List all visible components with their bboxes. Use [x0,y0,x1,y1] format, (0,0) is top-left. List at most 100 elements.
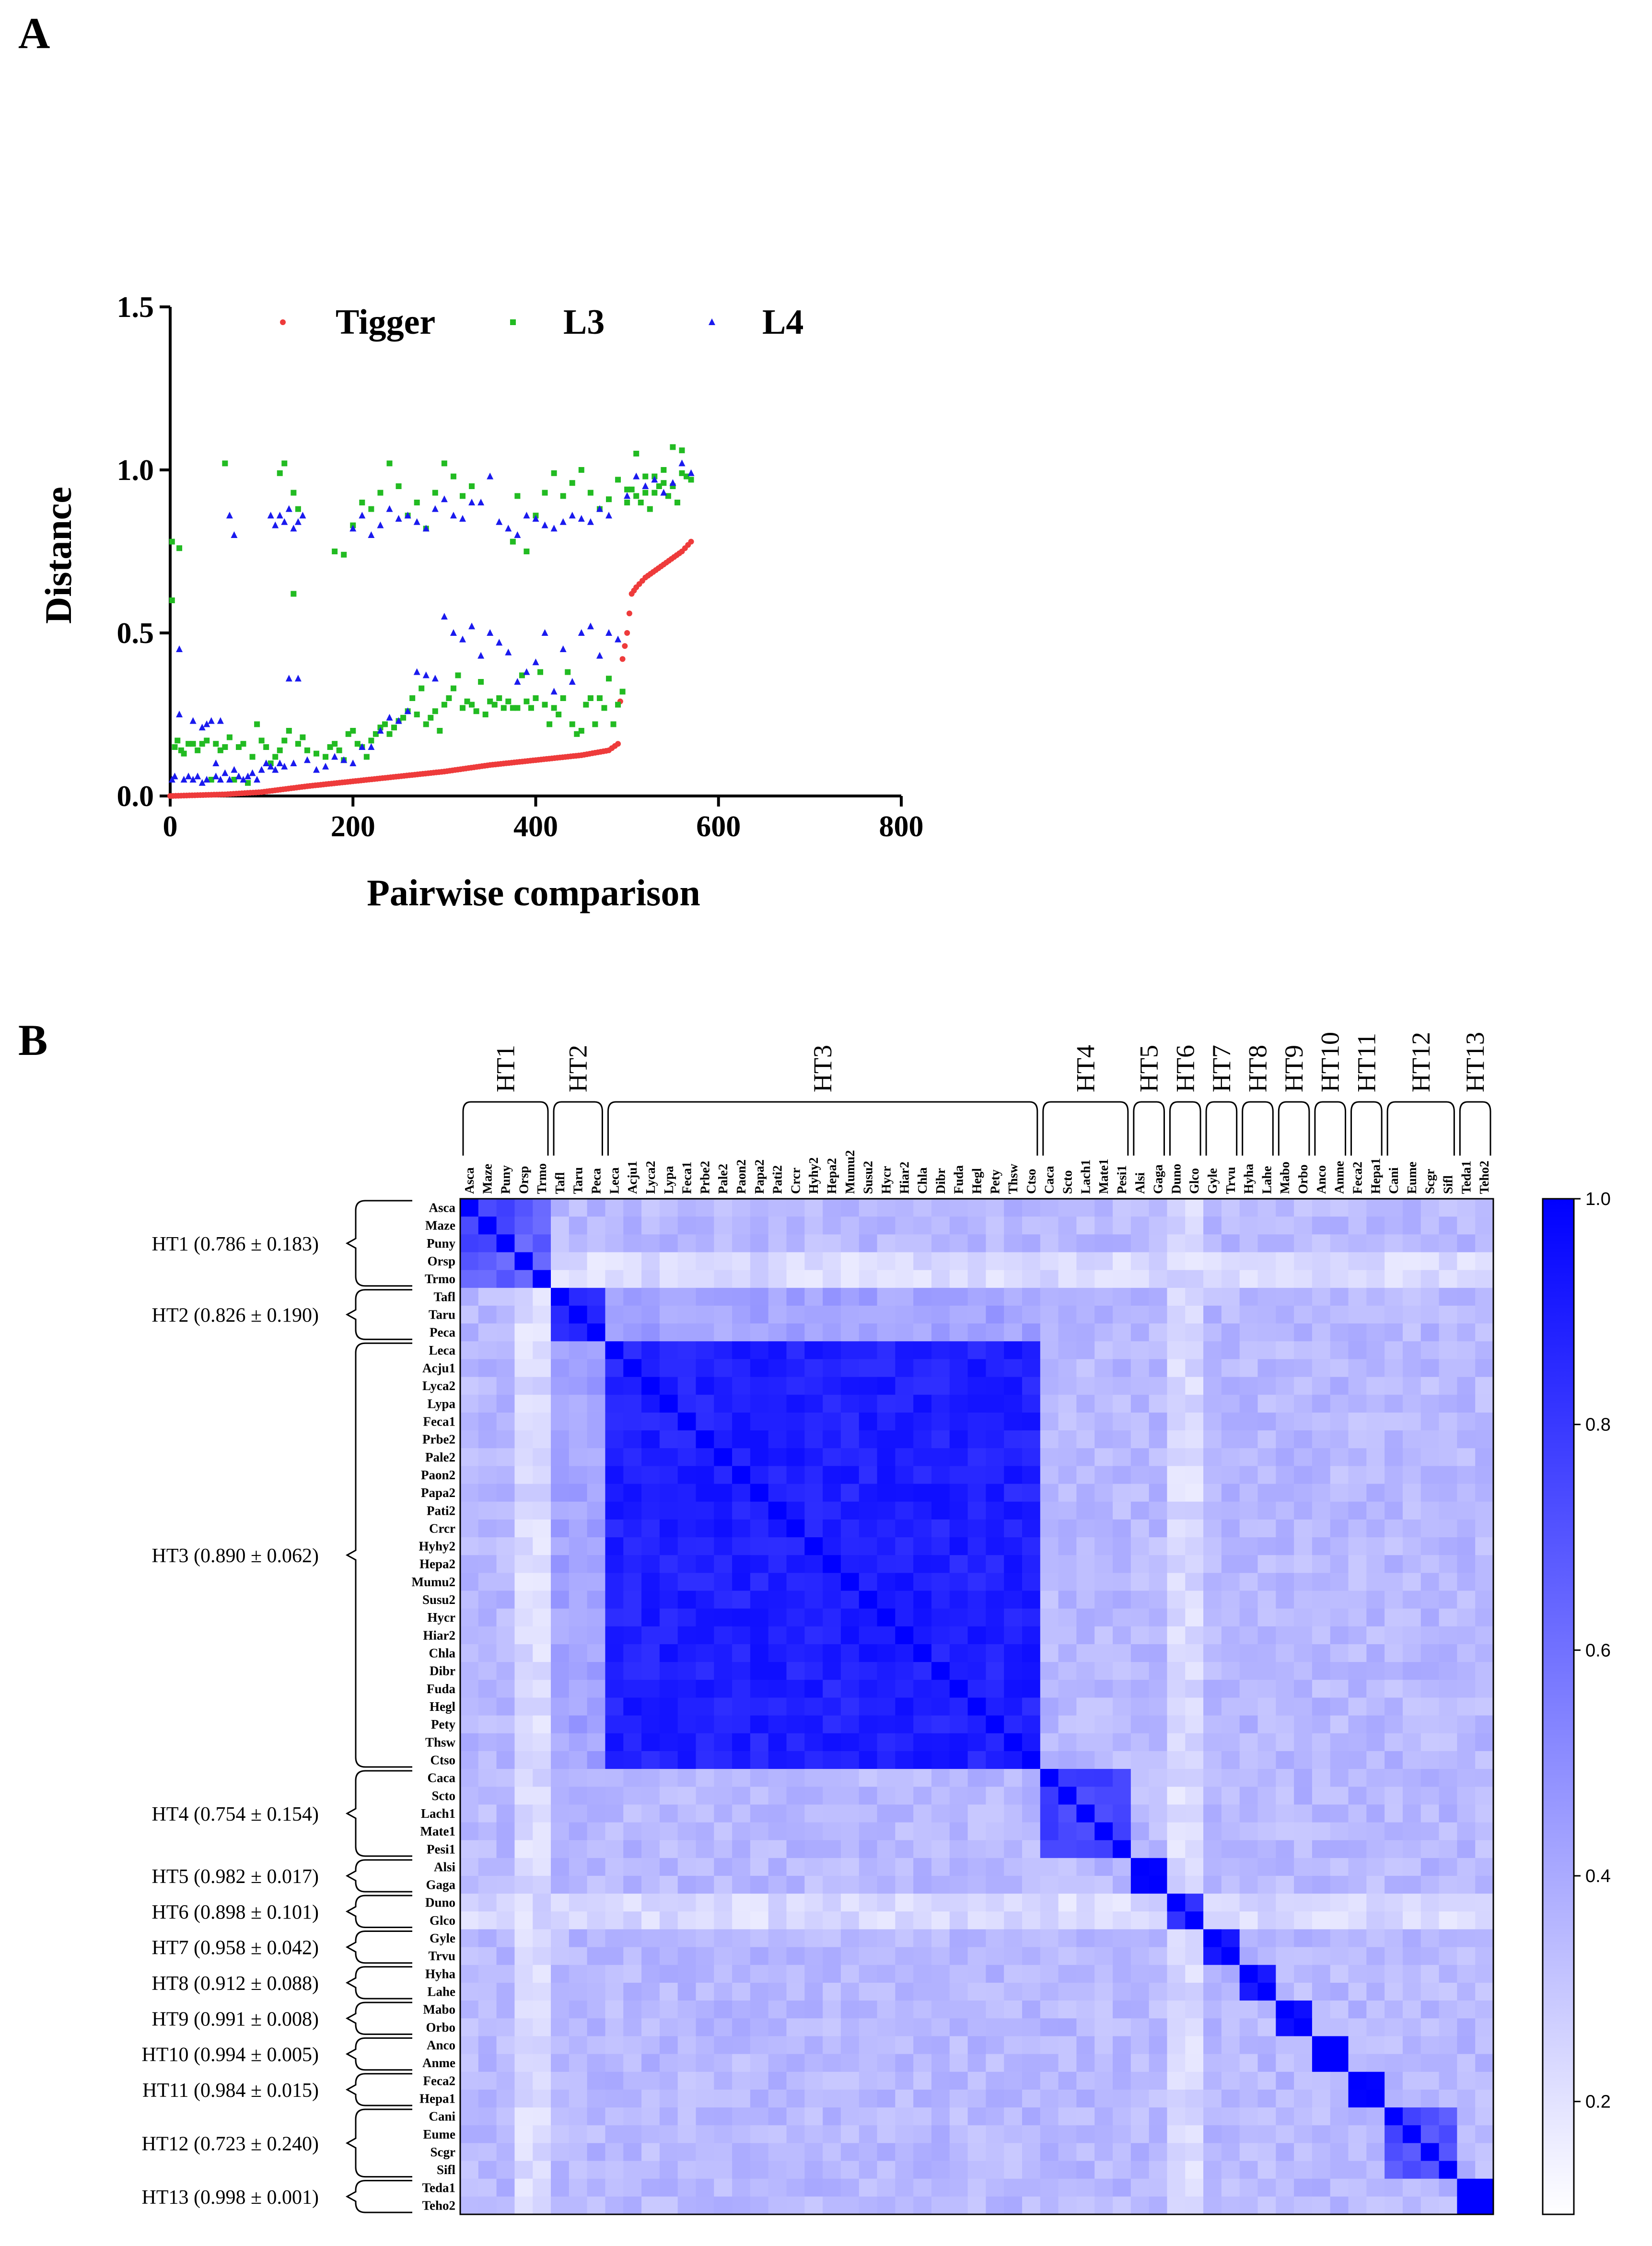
heatmap-cell-Hyha-Teda1 [1457,1965,1476,1983]
heatmap-cell-Anme-Hegl [967,2054,987,2072]
heatmap-cell-Sifl-Crcr [786,2161,805,2179]
heatmap-cell-Orsp-Orbo [1294,1252,1313,1271]
heatmap-cell-Teda1-Hyha [1239,2178,1258,2197]
heatmap-cell-Hegl-Glco [1185,1697,1204,1716]
row-label-Susu2: Susu2 [422,1592,455,1607]
heatmap-cell-Hepa1-Prbe2 [696,2089,714,2108]
heatmap-cell-Susu2-Glco [1185,1591,1204,1609]
heatmap-cell-Puny-Mumu2 [840,1234,860,1253]
heatmap-cell-Chla-Hegl [967,1644,987,1662]
heatmap-cell-Mate1-Anco [1312,1822,1331,1841]
heatmap-cell-Chla-Gaga [1149,1644,1168,1662]
heatmap-cell-Hegl-Scto [1058,1697,1077,1716]
heatmap-cell-Sifl-Puny [496,2161,515,2179]
heatmap-cell-Lahe-Feca1 [677,1982,697,2001]
l3-point-137 [510,538,516,545]
heatmap-cell-Pety-Maze [478,1715,497,1734]
heatmap-cell-Maze-Pati2 [768,1217,787,1235]
heatmap-cell-Orsp-Lahe [1257,1252,1276,1271]
heatmap-cell-Lypa-Anme [1330,1394,1349,1413]
heatmap-cell-Fuda-Pesi1 [1113,1680,1131,1698]
heatmap-cell-Gyle-Hepa1 [1366,1929,1385,1948]
heatmap-cell-Asca-Hiar2 [895,1199,914,1217]
heatmap-cell-Chla-Peca [587,1644,606,1662]
heatmap-cell-Trmo-Eume [1402,1270,1421,1288]
heatmap-cell-Puny-Chla [913,1234,932,1253]
heatmap-cell-Orsp-Pale2 [714,1252,733,1271]
heatmap-cell-Chla-Paon2 [732,1644,751,1662]
l4-point-12 [221,769,229,776]
top-bracket-ht11 [1350,1101,1383,1156]
heatmap-cell-Feca2-Lyca2 [641,2071,660,2090]
heatmap-cell-Orbo-Mumu2 [840,2018,860,2037]
heatmap-cell-Mabo-Lahe [1257,2000,1276,2019]
l3-point-128 [396,483,402,489]
heatmap-cell-Prbe2-Mabo [1276,1430,1294,1449]
heatmap-cell-Taru-Dibr [931,1305,950,1324]
heatmap-cell-Orsp-Prbe2 [696,1252,714,1271]
heatmap-cell-Hyhy2-Hiar2 [895,1537,914,1556]
heatmap-cell-Lach1-Chla [913,1804,932,1823]
heatmap-cell-Pesi1-Scto [1058,1840,1077,1859]
heatmap-cell-Anco-Asca [460,2036,479,2055]
heatmap-cell-Hiar2-Lyca2 [641,1626,660,1645]
heatmap-cell-Crcr-Hepa2 [823,1519,841,1538]
l3-point-91 [587,695,593,701]
heatmap-cell-Mate1-Hycr [877,1822,896,1841]
heatmap-cell-Pale2-Cani [1384,1448,1403,1466]
heatmap-cell-Paon2-Leca [605,1466,624,1485]
heatmap-cell-Cani-Feca1 [677,2107,697,2126]
col-label-Anco: Anco [1314,1165,1328,1194]
heatmap-cell-Hepa1-Anco [1312,2089,1331,2108]
heatmap-cell-Mabo-Pale2 [714,2000,733,2019]
heatmap-cell-Asca-Chla [913,1199,932,1217]
heatmap-cell-Gaga-Anme [1330,1876,1349,1894]
heatmap-cell-Paon2-Hepa2 [823,1466,841,1485]
row-label-Eume: Eume [423,2127,456,2141]
heatmap-cell-Feca1-Sifl [1439,1412,1457,1431]
heatmap-cell-Sifl-Gyle [1203,2161,1222,2179]
heatmap-cell-Cani-Maze [478,2107,497,2126]
heatmap-cell-Ctso-Teda1 [1457,1751,1476,1769]
heatmap-cell-Orbo-Hycr [877,2018,896,2037]
heatmap-cell-Teda1-Hepa2 [823,2178,841,2197]
heatmap-cell-Scto-Hegl [967,1787,987,1805]
heatmap-cell-Scto-Lahe [1257,1787,1276,1805]
heatmap-cell-Teho2-Prbe2 [696,2196,714,2215]
heatmap-cell-Pety-Orsp [514,1715,533,1734]
heatmap-cell-Paon2-Hepa1 [1366,1466,1385,1485]
heatmap-cell-Mumu2-Duno [1167,1573,1186,1591]
heatmap-cell-Sifl-Lach1 [1076,2161,1095,2179]
heatmap-cell-Hyhy2-Paon2 [732,1537,751,1556]
group-stat-ht8: HT8 (0.912 ± 0.088) [151,1973,319,1995]
heatmap-cell-Crcr-Cani [1384,1519,1403,1538]
heatmap-cell-Taru-Crcr [786,1305,805,1324]
heatmap-cell-Acju1-Mate1 [1094,1359,1113,1378]
heatmap-cell-Leca-Hyha [1239,1341,1258,1360]
col-label-Thsw: Thsw [1006,1163,1020,1194]
heatmap-cell-Sifl-Hegl [967,2161,987,2179]
heatmap-cell-Caca-Alsi [1130,1769,1150,1787]
heatmap-cell-Anme-Glco [1185,2054,1204,2072]
heatmap-cell-Alsi-Leca [605,1858,624,1876]
heatmap-cell-Lahe-Feca2 [1348,1982,1367,2001]
l3-point-21 [258,737,265,744]
heatmap-cell-Eume-Ctso [1022,2125,1041,2143]
heatmap-cell-Lypa-Gaga [1149,1394,1168,1413]
heatmap-cell-Glco-Sifl [1439,1911,1457,1930]
l4-point-115 [596,505,603,512]
heatmap-cell-Ctso-Anme [1330,1751,1349,1769]
heatmap-cell-Feca1-Lypa [659,1412,678,1431]
heatmap-cell-Gyle-Asca [460,1929,479,1948]
heatmap-cell-Trvu-Hepa2 [823,1947,841,1965]
heatmap-cell-Chla-Ctso [1022,1644,1041,1662]
heatmap-cell-Puny-Dibr [931,1234,950,1253]
heatmap-cell-Alsi-Tafl [551,1858,570,1876]
heatmap-cell-Anco-Trvu [1221,2036,1240,2055]
heatmap-cell-Pety-Scto [1058,1715,1077,1734]
heatmap-cell-Cani-Lach1 [1076,2107,1095,2126]
heatmap-cell-Gyle-Gaga [1149,1929,1168,1948]
heatmap-cell-Chla-Hycr [877,1644,896,1662]
heatmap-cell-Alsi-Pati2 [768,1858,787,1876]
heatmap-cell-Teho2-Sifl [1439,2196,1457,2215]
